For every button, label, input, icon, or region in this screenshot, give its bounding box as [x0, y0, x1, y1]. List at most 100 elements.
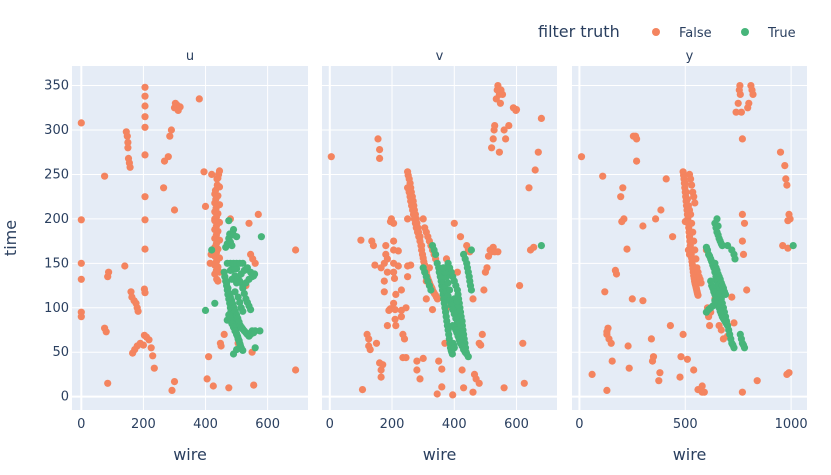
data-point[interactable] [753, 377, 761, 385]
data-point[interactable] [738, 210, 747, 218]
data-point[interactable] [519, 339, 527, 347]
data-point[interactable] [390, 268, 398, 276]
data-point[interactable] [195, 95, 203, 103]
data-point[interactable] [167, 126, 175, 134]
data-point[interactable] [786, 215, 794, 223]
data-point[interactable] [413, 357, 421, 365]
data-point[interactable] [77, 216, 85, 224]
data-point[interactable] [251, 344, 259, 352]
data-point[interactable] [676, 373, 684, 381]
data-point[interactable] [623, 245, 631, 253]
data-point[interactable] [682, 188, 690, 196]
data-point[interactable] [601, 288, 609, 296]
data-point[interactable] [141, 92, 149, 100]
data-point[interactable] [77, 275, 85, 283]
data-point[interactable] [698, 382, 706, 390]
data-point[interactable] [612, 270, 621, 278]
data-point[interactable] [537, 242, 546, 250]
data-point[interactable] [390, 237, 398, 245]
data-point[interactable] [419, 215, 427, 223]
data-point[interactable] [458, 366, 466, 374]
data-point[interactable] [365, 335, 373, 343]
data-point[interactable] [446, 286, 454, 294]
data-point[interactable] [737, 108, 746, 116]
data-point[interactable] [489, 135, 497, 143]
data-point[interactable] [228, 242, 236, 250]
data-point[interactable] [292, 366, 300, 374]
data-point[interactable] [520, 379, 528, 387]
data-point[interactable] [690, 193, 698, 201]
data-point[interactable] [469, 388, 477, 396]
data-point[interactable] [247, 306, 255, 314]
data-point[interactable] [743, 286, 751, 294]
data-point[interactable] [467, 246, 475, 254]
data-point[interactable] [247, 268, 255, 276]
data-point[interactable] [690, 237, 698, 245]
data-point[interactable] [502, 135, 510, 143]
data-point[interactable] [383, 322, 391, 330]
data-point[interactable] [214, 227, 222, 235]
data-point[interactable] [168, 386, 176, 394]
data-point[interactable] [505, 122, 513, 130]
data-point[interactable] [512, 106, 521, 114]
data-point[interactable] [736, 90, 744, 98]
data-point[interactable] [376, 146, 384, 154]
data-point[interactable] [494, 248, 502, 256]
data-point[interactable] [416, 233, 424, 241]
data-point[interactable] [495, 148, 503, 156]
data-point[interactable] [530, 243, 538, 251]
data-point[interactable] [683, 355, 692, 363]
data-point[interactable] [687, 210, 695, 218]
data-point[interactable] [450, 219, 458, 227]
data-point[interactable] [170, 378, 179, 386]
data-point[interactable] [639, 297, 647, 305]
data-point[interactable] [141, 123, 149, 131]
data-point[interactable] [254, 210, 262, 218]
data-point[interactable] [209, 382, 217, 390]
data-point[interactable] [229, 226, 238, 234]
data-point[interactable] [478, 330, 486, 338]
data-point[interactable] [516, 282, 524, 290]
data-point[interactable] [449, 391, 457, 399]
data-point[interactable] [681, 179, 689, 187]
data-point[interactable] [525, 184, 533, 192]
data-point[interactable] [697, 279, 705, 287]
data-point[interactable] [220, 330, 228, 338]
data-point[interactable] [607, 339, 615, 347]
data-point[interactable] [500, 384, 508, 392]
data-point[interactable] [104, 379, 112, 387]
data-point[interactable] [366, 346, 374, 354]
data-point[interactable] [669, 233, 677, 241]
data-point[interactable] [397, 313, 405, 321]
data-point[interactable] [617, 193, 625, 201]
data-point[interactable] [537, 114, 546, 122]
data-point[interactable] [438, 383, 446, 391]
data-point[interactable] [77, 119, 85, 127]
data-point[interactable] [633, 135, 641, 143]
data-point[interactable] [608, 357, 616, 365]
data-point[interactable] [225, 217, 233, 225]
data-point[interactable] [460, 384, 468, 392]
data-point[interactable] [419, 354, 427, 362]
data-point[interactable] [731, 255, 739, 263]
data-point[interactable] [77, 313, 85, 321]
data-point[interactable] [781, 162, 789, 170]
legend-label-false[interactable]: False [679, 26, 712, 41]
data-point[interactable] [416, 375, 424, 383]
data-point[interactable] [480, 286, 488, 294]
data-point[interactable] [453, 268, 461, 276]
data-point[interactable] [225, 384, 233, 392]
data-point[interactable] [428, 306, 437, 314]
data-point[interactable] [464, 353, 472, 361]
data-point[interactable] [217, 342, 225, 350]
data-point[interactable] [730, 344, 738, 352]
data-point[interactable] [383, 255, 391, 263]
data-point[interactable] [201, 202, 210, 210]
data-point[interactable] [500, 126, 508, 134]
data-point[interactable] [208, 246, 216, 254]
data-point[interactable] [145, 336, 153, 344]
data-point[interactable] [496, 99, 504, 107]
data-point[interactable] [402, 304, 410, 312]
data-point[interactable] [714, 222, 722, 230]
data-point[interactable] [147, 344, 155, 352]
